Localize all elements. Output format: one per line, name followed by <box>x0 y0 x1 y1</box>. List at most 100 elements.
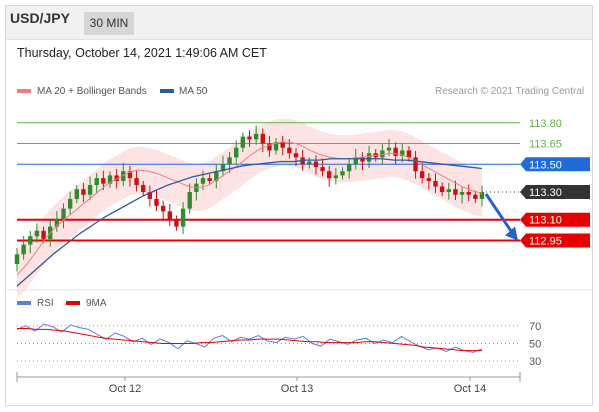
candle-body <box>94 178 99 186</box>
ma20-line <box>16 141 483 276</box>
candle-body <box>346 164 352 172</box>
credit-text: Research © 2021 Trading Central <box>435 86 585 97</box>
legend-rsi-ma-label: 9MA <box>86 298 107 309</box>
legend-ma20-label: MA 20 + Bollinger Bands <box>37 86 147 97</box>
candle-body <box>393 147 398 156</box>
price-levels: 113.80 113.65 113.50 113.30 113.10 112.95 <box>17 118 590 248</box>
level-label-113.10: 113.10 <box>529 215 562 227</box>
candles <box>14 125 485 272</box>
candle-body <box>214 171 219 181</box>
candle-body <box>366 153 372 162</box>
rsi-ma-line <box>17 327 482 352</box>
x-tick-label-1: Oct 13 <box>281 383 313 395</box>
candle-body <box>439 186 445 192</box>
rsi-line <box>16 323 483 353</box>
candle-body <box>479 192 485 199</box>
candle-body <box>67 198 73 209</box>
candle-body <box>260 133 265 144</box>
candle-body <box>220 164 226 172</box>
level-label-113.50: 113.50 <box>529 159 562 171</box>
candle-body <box>406 150 412 158</box>
candle-body <box>61 208 66 220</box>
candle-body <box>473 194 478 199</box>
level-label-113.30: 113.30 <box>529 187 562 199</box>
candle-body <box>287 147 292 154</box>
candle-body <box>340 171 345 176</box>
candle-body <box>101 178 106 184</box>
candle-body <box>200 178 206 184</box>
candle-body <box>273 142 279 151</box>
candle-body <box>127 171 133 179</box>
candle-body <box>426 178 432 181</box>
level-label-113.65: 113.65 <box>529 139 562 151</box>
candle-body <box>420 171 425 179</box>
candle-body <box>313 161 319 168</box>
level-tag-113.30 <box>520 185 590 199</box>
rsi-ma-legend-swatch <box>66 301 80 305</box>
candle-body <box>180 208 186 227</box>
x-tick-label-0: Oct 12 <box>109 383 141 395</box>
timeframe-button[interactable]: 30 MIN <box>84 12 134 35</box>
projection-arrow <box>484 193 514 234</box>
candle-body <box>280 142 285 148</box>
candle-body <box>207 178 212 181</box>
rsi-legend-swatch <box>17 301 31 305</box>
candle-body <box>28 236 33 245</box>
candle-body <box>74 189 79 199</box>
candle-body <box>247 136 252 140</box>
rsi-tick-label-70: 70 <box>529 321 541 333</box>
candle-body <box>413 157 418 172</box>
candle-body <box>160 205 166 212</box>
candle-body <box>466 192 471 195</box>
level-tag-113.50 <box>520 157 590 172</box>
candle-body <box>240 136 246 148</box>
candle-body <box>400 150 405 156</box>
candle-body <box>333 175 339 179</box>
candle-body <box>307 161 312 165</box>
candle-body <box>174 219 179 227</box>
candle-body <box>320 167 325 172</box>
candle-body <box>386 147 392 151</box>
candle-body <box>267 143 272 151</box>
level-tag-112.95 <box>520 233 590 248</box>
candle-body <box>34 230 40 237</box>
candle-body <box>353 157 358 165</box>
candle-body <box>87 185 93 195</box>
currency-pair-title: USD/JPY <box>10 10 70 26</box>
candle-body <box>154 198 159 206</box>
legend-ma50-label: MA 50 <box>179 86 208 97</box>
candle-body <box>446 189 451 192</box>
ma20-legend-swatch <box>17 89 31 93</box>
candle-body <box>453 189 458 195</box>
candle-body <box>41 230 46 240</box>
candle-body <box>360 157 365 162</box>
ma50-line <box>16 158 483 287</box>
candle-body <box>187 192 192 209</box>
candle-body <box>81 189 86 195</box>
timestamp: Thursday, October 14, 2021 1:49:06 AM CE… <box>17 46 267 60</box>
x-tick-label-2: Oct 14 <box>454 383 486 395</box>
candle-body <box>114 175 119 181</box>
candle-body <box>147 192 153 199</box>
candle-body <box>253 133 259 140</box>
candle-body <box>167 211 172 220</box>
candle-body <box>14 254 20 264</box>
candle-body <box>54 219 60 227</box>
candle-body <box>433 180 438 187</box>
candle-body <box>121 171 126 181</box>
ma50-legend-swatch <box>160 89 174 93</box>
candle-body <box>327 171 332 179</box>
candle-body <box>134 178 139 186</box>
rsi-panel: 70 50 30 <box>16 321 541 368</box>
legend-rsi-label: RSI <box>37 298 54 309</box>
projection-arrowhead <box>505 226 518 241</box>
candle-body <box>227 157 232 165</box>
rsi-tick-label-30: 30 <box>529 356 541 368</box>
candle-body <box>107 175 113 184</box>
level-tag-113.10 <box>520 212 590 227</box>
candle-body <box>234 147 239 158</box>
level-label-112.95: 112.95 <box>529 235 562 247</box>
candle-body <box>141 185 146 192</box>
bollinger-band <box>17 118 482 299</box>
